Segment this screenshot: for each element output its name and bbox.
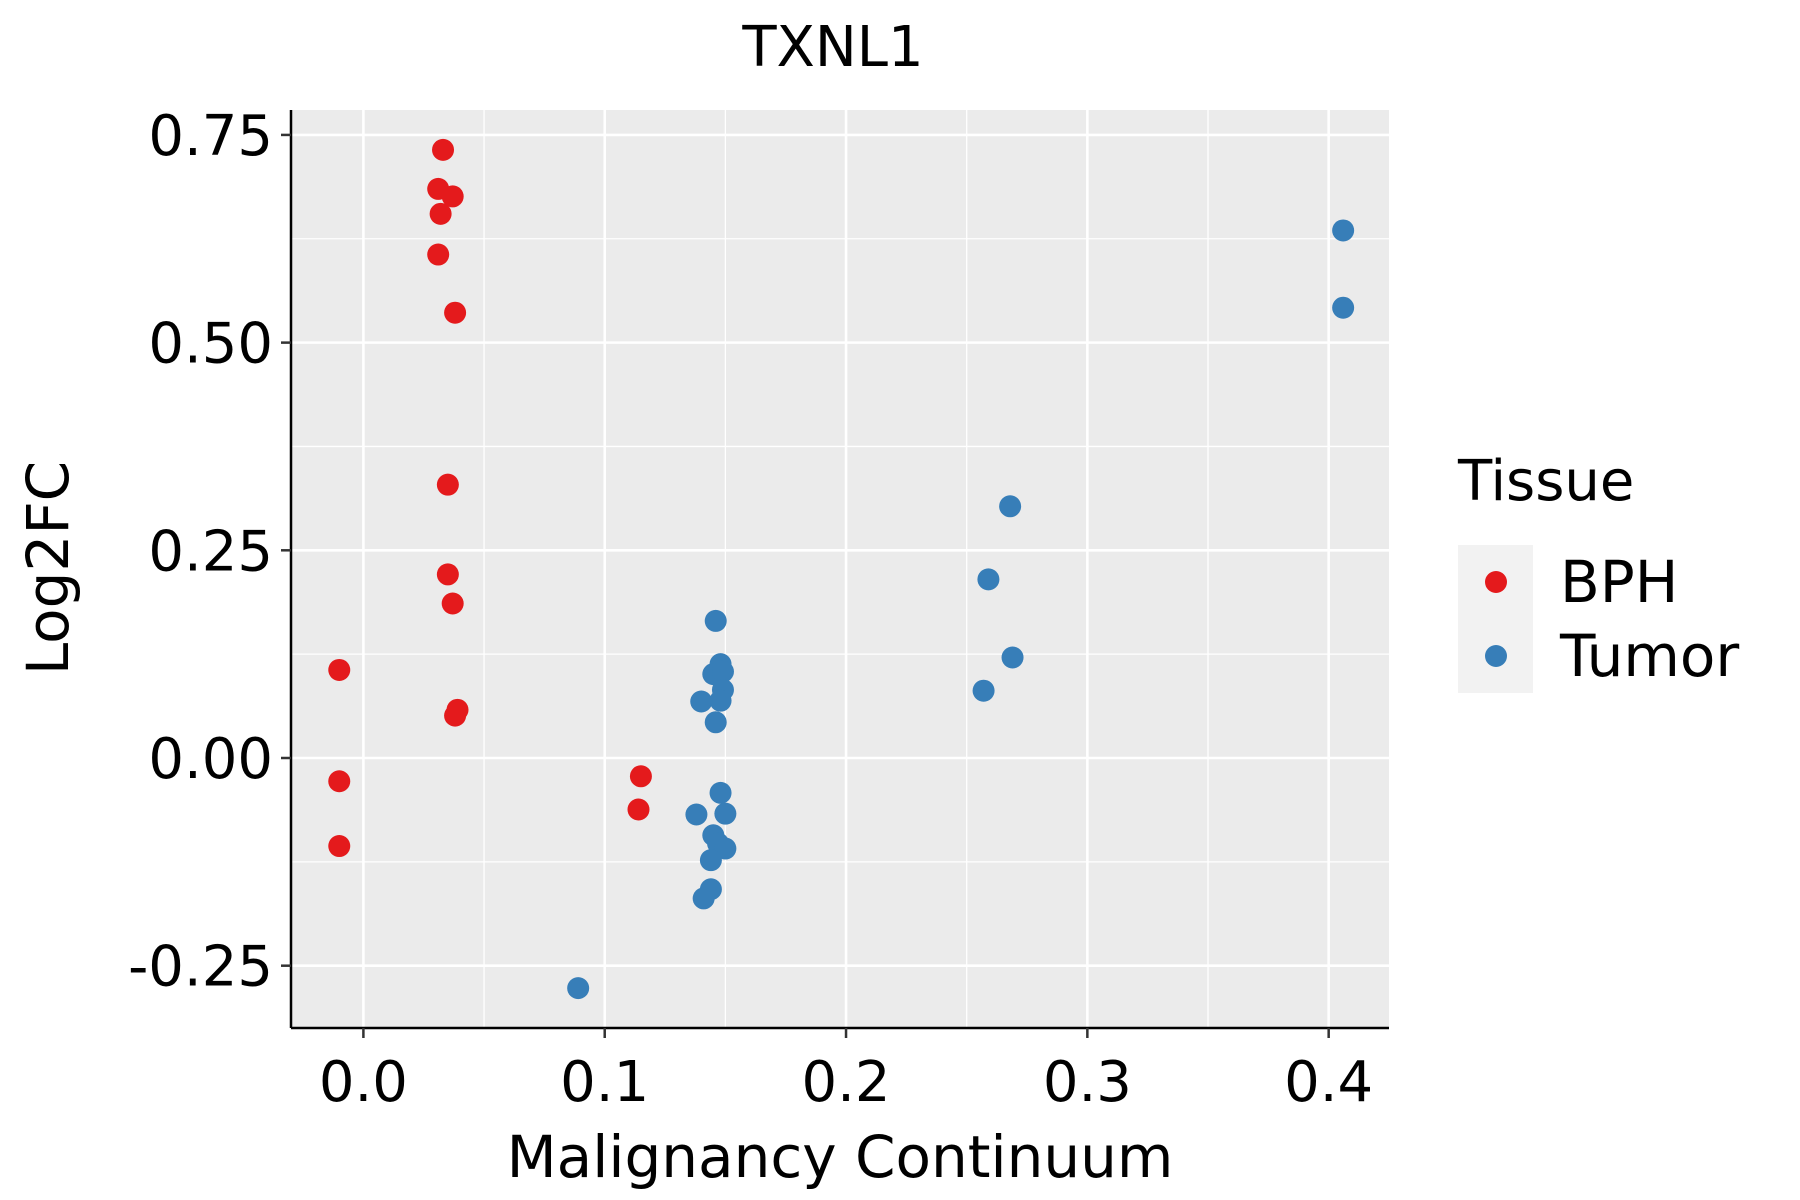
y-tick-label: 0.75 — [148, 104, 273, 169]
data-point-bph — [328, 658, 351, 681]
data-point-tumor — [972, 679, 995, 702]
data-point-tumor — [567, 977, 590, 1000]
chart-title: TXNL1 — [741, 15, 923, 80]
data-point-tumor — [704, 711, 727, 734]
legend-key-tumor — [1485, 645, 1507, 667]
data-point-tumor — [1332, 296, 1355, 319]
data-point-tumor — [714, 802, 737, 825]
legend-key-bph — [1485, 571, 1507, 593]
x-tick-label: 0.0 — [319, 1050, 408, 1115]
x-tick-label: 0.3 — [1043, 1050, 1132, 1115]
data-point-tumor — [709, 781, 732, 804]
x-axis-ticks: 0.0 0.1 0.2 0.3 0.4 — [319, 1028, 1373, 1115]
data-point-bph — [444, 301, 467, 324]
major-gridlines — [291, 110, 1389, 1028]
data-point-bph — [444, 704, 467, 727]
data-point-bph — [429, 202, 452, 225]
data-point-bph — [328, 770, 351, 793]
legend-label-tumor: Tumor — [1559, 622, 1739, 690]
data-point-bph — [436, 473, 459, 496]
plot-panel — [291, 110, 1389, 1028]
x-axis-label: Malignancy Continuum — [507, 1123, 1174, 1191]
y-tick-label: 0.50 — [148, 312, 273, 377]
x-tick-label: 0.2 — [802, 1050, 891, 1115]
legend-title: Tissue — [1457, 449, 1634, 514]
data-point-bph — [627, 798, 650, 821]
y-axis-ticks: -0.25 0.00 0.25 0.50 0.75 — [128, 104, 291, 1000]
data-point-tumor — [999, 495, 1022, 518]
x-tick-label: 0.4 — [1284, 1050, 1373, 1115]
y-axis-label: Log2FC — [14, 461, 82, 675]
y-tick-label: -0.25 — [128, 935, 273, 1000]
data-point-bph — [432, 138, 455, 161]
data-point-tumor — [709, 689, 732, 712]
y-tick-label: 0.00 — [148, 727, 273, 792]
legend-key-background — [1458, 545, 1533, 693]
data-point-tumor — [711, 660, 734, 683]
data-points — [328, 138, 1355, 1000]
data-point-tumor — [685, 803, 708, 826]
data-point-bph — [441, 592, 464, 615]
minor-gridlines — [291, 110, 1389, 1028]
data-point-bph — [427, 243, 450, 266]
x-tick-label: 0.1 — [560, 1050, 649, 1115]
data-point-tumor — [699, 849, 722, 872]
legend-label-bph: BPH — [1560, 548, 1678, 616]
data-point-bph — [441, 185, 464, 208]
data-point-bph — [328, 835, 351, 858]
data-point-bph — [629, 765, 652, 788]
data-point-tumor — [1332, 219, 1355, 242]
data-point-tumor — [1001, 646, 1024, 669]
data-point-tumor — [690, 690, 713, 713]
data-point-tumor — [692, 887, 715, 910]
data-point-bph — [436, 563, 459, 586]
data-point-tumor — [977, 568, 1000, 591]
data-point-tumor — [704, 609, 727, 632]
y-tick-label: 0.25 — [148, 519, 273, 584]
